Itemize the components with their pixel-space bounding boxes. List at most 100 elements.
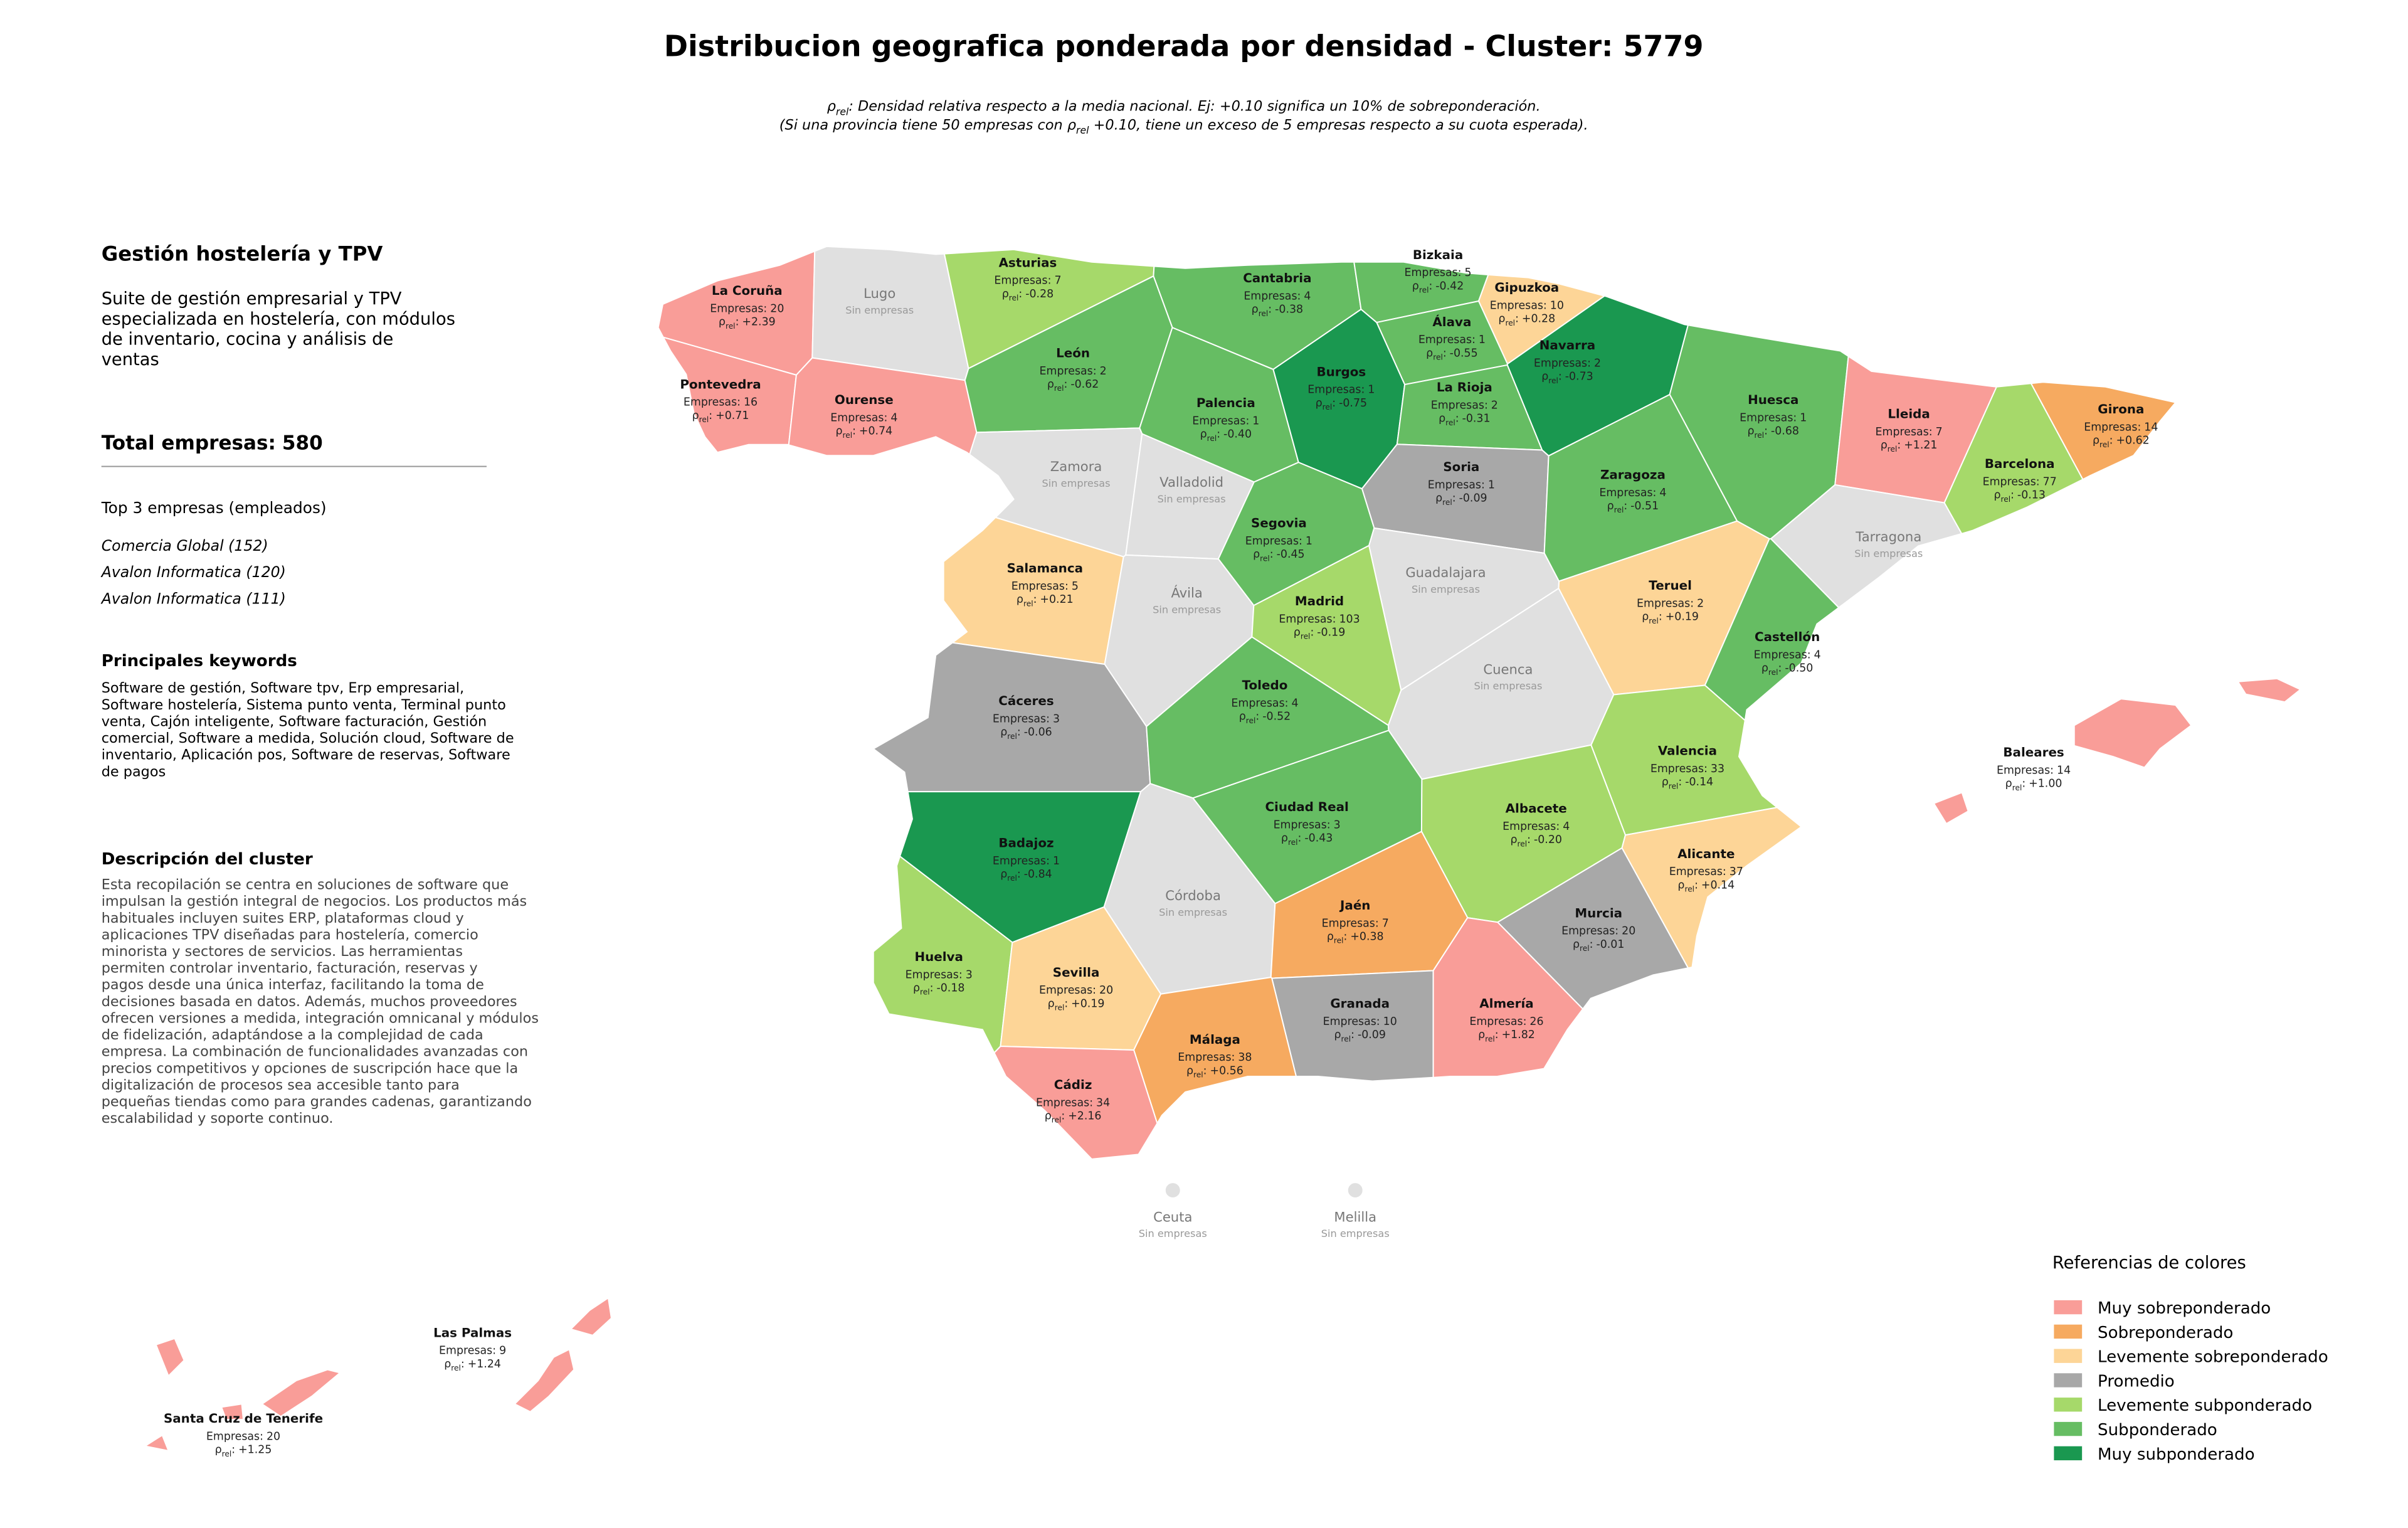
count-value: 38 [1238,1051,1252,1064]
province-rho: ρrel: +0.21 [1017,593,1074,608]
rho-value: +0.19 [1666,611,1699,623]
province-rho: ρrel: -0.18 [913,982,964,996]
subtitle: ρrel: Densidad relativa respecto a la me… [827,98,1541,118]
rho-value: -0.19 [1317,626,1345,639]
rho-subscript: rel [1259,309,1269,318]
province [1621,807,1803,969]
subtitle-text: +0.10, tiene un exceso de 5 empresas res… [1089,117,1588,133]
rho-value: -0.51 [1630,500,1659,512]
keywords-line: venta, Cajón inteligente, Software factu… [102,713,487,730]
cluster-name: Gestión hostelería y TPV [102,241,383,265]
legend-label: Muy sobreponderado [2098,1299,2271,1318]
province-name: Palencia [1196,396,1255,410]
rho-subscript: rel [2012,783,2022,792]
description-line: habituales incluyen suites ERP, platafor… [102,910,464,926]
count-label: Empresas: [1011,580,1069,593]
rho-subscript: rel [1301,632,1311,641]
count-value: 7 [1936,426,1943,438]
province-dot [1346,1182,1364,1199]
province-count: Empresas: 1 [1245,535,1312,548]
legend-label: Levemente sobreponderado [2098,1348,2328,1367]
province-rho: ρrel: +1.25 [215,1444,272,1458]
description-line: pagos desde una única interfaz, facilita… [102,977,484,993]
count-label: Empresas: [1669,866,1726,878]
rho-value: -0.31 [1462,413,1491,425]
no-data-label: Sin empresas [1158,493,1226,505]
keywords-line: de pagos [102,763,166,780]
rho-suffix: : [1624,500,1627,512]
province-name: Álava [1432,315,1471,329]
rho-value: +0.28 [1522,313,1555,326]
count-label: Empresas: [1754,649,1811,662]
keywords-title: Principales keywords [102,652,297,671]
count-value: 7 [1382,917,1389,930]
province-name: Guadalajara [1405,565,1486,580]
province-name: Girona [2098,402,2144,416]
province-name: Albacete [1506,802,1567,816]
rho-value: -0.40 [1223,428,1252,441]
count-label: Empresas: [1740,411,1797,424]
province-name: Lugo [863,285,895,301]
count-value: 2 [1100,365,1107,378]
rho-suffix: : [1351,1029,1354,1041]
province-name: León [1056,346,1090,361]
rho-symbol: ρ [913,982,920,994]
rho-value: -0.09 [1358,1029,1386,1041]
province-name: Ceuta [1153,1209,1192,1224]
province-rho: ρrel: -0.50 [1761,662,1813,677]
legend-label: Subponderado [2098,1421,2217,1440]
province-name: Tarragona [1855,529,1921,544]
rho-subscript: rel [1505,319,1515,327]
rho-subscript: rel [1442,498,1452,507]
count-value: 37 [1729,866,1743,878]
count-label: Empresas: [1178,1051,1235,1064]
province-island [143,1434,170,1452]
description-line: minorista y sectores de servicios. Las h… [102,943,463,960]
rho-subscript: rel [1518,839,1528,848]
count-value: 1 [1053,855,1060,867]
count-label: Empresas: [1469,1016,1526,1028]
count-value: 26 [1529,1016,1543,1028]
description-line: empresa. La combinación de funcionalidad… [102,1044,528,1060]
province-rho: ρrel: -0.28 [1002,288,1054,302]
province-rho: ρrel: +0.19 [1048,997,1105,1012]
count-label: Empresas: [906,968,963,981]
legend-label: Promedio [2098,1372,2175,1391]
rho-symbol: ρ [1498,313,1505,326]
rho-symbol: ρ [1294,626,1301,639]
no-data-label: Sin empresas [1321,1228,1390,1239]
rho-subscript: rel [1246,716,1256,725]
province-rho: ρrel: -0.55 [1426,347,1477,361]
province-rho: ρrel: -0.14 [1662,776,1713,790]
rho-suffix: : [1443,347,1447,359]
province-count: Empresas: 1 [1418,334,1486,346]
rho-subscript: rel [1341,1034,1351,1043]
rho-subscript: rel [1193,1071,1203,1080]
count-label: Empresas: [1561,925,1619,938]
rho-value: -0.50 [1785,662,1813,675]
province-island [2237,677,2302,703]
province-rho: ρrel: -0.51 [1607,500,1659,514]
count-value: 1 [1306,535,1312,548]
province-count: Empresas: 4 [830,411,897,424]
total-value: 580 [282,432,323,454]
description-line: pequeñas tiendas como para grandes caden… [102,1094,532,1110]
count-label: Empresas: [1323,1016,1380,1028]
rho-suffix: : [1452,492,1456,505]
rho-value: +0.21 [1040,593,1073,606]
province-count: Empresas: 20 [206,1430,280,1443]
province-rho: ρrel: -0.20 [1510,834,1561,848]
rho-suffix: : [736,316,739,329]
rho-subscript: rel [1548,376,1558,385]
count-value: 16 [744,396,758,409]
province-name: Ciudad Real [1265,800,1348,814]
count-label: Empresas: [1599,487,1656,499]
rho-value: -0.75 [1339,397,1367,410]
subtitle: (Si una provincia tiene 50 empresas con … [779,117,1588,136]
count-value: 10 [1383,1016,1397,1028]
province-name: Málaga [1190,1032,1240,1047]
cluster-summary-line: ventas [102,350,159,369]
no-data-label: Sin empresas [1474,680,1542,692]
count-value: 3 [1334,819,1341,832]
